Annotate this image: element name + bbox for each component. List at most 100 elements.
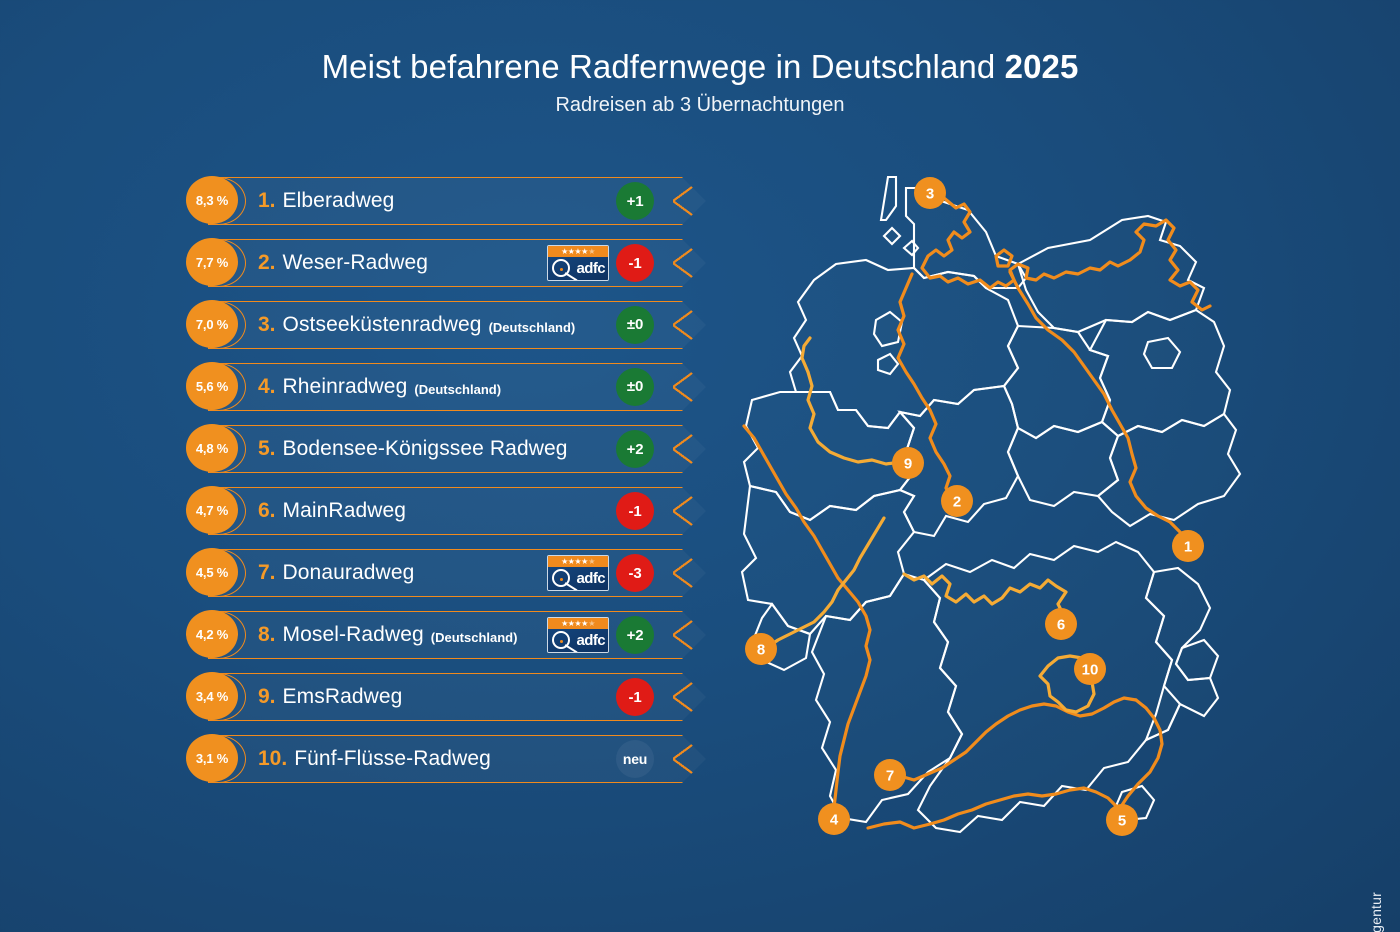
- percent-badge: 3,4 %: [186, 672, 248, 722]
- row-right-cluster: ±0: [616, 363, 654, 411]
- percent-badge: 4,5 %: [186, 548, 248, 598]
- map-marker[interactable]: 1: [1172, 530, 1204, 562]
- ranking-row[interactable]: 5,6 % 4. Rheinradweg (Deutschland) ±0: [186, 362, 706, 411]
- ranking-row[interactable]: 3,1 % 10. Fünf-Flüsse-Radweg neu: [186, 734, 706, 783]
- route-label: 8. Mosel-Radweg (Deutschland): [258, 611, 517, 659]
- page-subtitle: Radreisen ab 3 Übernachtungen: [555, 93, 845, 116]
- route-name: Elberadweg: [282, 189, 395, 212]
- adfc-stars-dim: ★: [588, 556, 595, 566]
- ranking-row[interactable]: 7,7 % 2. Weser-Radweg ★★★★ ★ adfc -1: [186, 238, 706, 288]
- page-header: Meist befahrene Radfernwege in Deutschla…: [0, 48, 1400, 117]
- rank-number: 1.: [258, 189, 276, 212]
- ranking-row[interactable]: 4,7 % 6. MainRadweg -1: [186, 486, 706, 536]
- magnifier-icon: [552, 569, 570, 587]
- map-marker-circle: [892, 447, 924, 479]
- route-name: MainRadweg: [282, 499, 407, 522]
- route-country-suffix: (Deutschland): [488, 319, 576, 335]
- ranking-row[interactable]: 8,3 % 1. Elberadweg +1: [186, 176, 706, 226]
- percent-badge: 7,7 %: [186, 238, 248, 288]
- rank-change-badge: neu: [616, 740, 654, 778]
- percent-badge: 8,3 %: [186, 176, 248, 226]
- percent-value: 4,5 %: [186, 548, 238, 596]
- percent-value: 4,8 %: [186, 424, 238, 472]
- map-marker[interactable]: 8: [745, 633, 777, 665]
- adfc-quality-logo-icon: ★★★★ ★ adfc: [547, 245, 609, 281]
- map-marker-circle: [818, 803, 850, 835]
- percent-value: 4,7 %: [186, 486, 238, 534]
- rank-number: 5.: [258, 437, 276, 460]
- route-label: 6. MainRadweg: [258, 487, 406, 535]
- map-marker-label: 5: [1118, 813, 1126, 830]
- percent-value: 4,2 %: [186, 610, 238, 658]
- route-label: 4. Rheinradweg (Deutschland): [258, 363, 501, 411]
- rank-change-badge: -1: [616, 244, 654, 282]
- magnifier-handle-icon: [564, 272, 578, 280]
- ranking-row[interactable]: 4,2 % 8. Mosel-Radweg (Deutschland) ★★★★ ★ adf…: [186, 610, 706, 659]
- map-marker[interactable]: 6: [1045, 608, 1077, 640]
- adfc-stars: ★★★★ ★: [548, 246, 608, 257]
- magnifier-icon: [552, 259, 570, 277]
- rank-change-badge: ±0: [616, 306, 654, 344]
- rank-number: 3.: [258, 313, 276, 336]
- percent-value: 5,6 %: [186, 362, 238, 410]
- ranking-row[interactable]: 4,8 % 5. Bodensee-Königssee Radweg +2: [186, 424, 706, 473]
- map-marker-label: 3: [926, 186, 934, 203]
- route-name: Ostseeküstenradweg: [282, 313, 482, 336]
- route-label: 9. EmsRadweg: [258, 673, 402, 721]
- adfc-wordmark: adfc: [576, 632, 606, 649]
- route-country-suffix: (Deutschland): [430, 629, 518, 645]
- percent-value: 7,0 %: [186, 300, 238, 348]
- row-right-cluster: -1: [616, 673, 654, 721]
- rank-change-badge: +2: [616, 616, 654, 654]
- rank-change-value: ±0: [626, 316, 644, 334]
- rank-change-value: ±0: [626, 378, 644, 396]
- rank-change-badge: +1: [616, 182, 654, 220]
- map-marker-label: 6: [1057, 617, 1065, 634]
- percent-badge: 4,7 %: [186, 486, 248, 536]
- route-country-suffix: (Deutschland): [414, 381, 502, 397]
- ranking-row[interactable]: 4,5 % 7. Donauradweg ★★★★ ★ adfc -3: [186, 548, 706, 598]
- route-label: 7. Donauradweg: [258, 549, 414, 597]
- ranking-row[interactable]: 7,0 % 3. Ostseeküstenradweg (Deutschland) ±0: [186, 300, 706, 350]
- percent-value: 8,3 %: [186, 176, 238, 224]
- route-name: Weser-Radweg: [282, 251, 429, 274]
- route-label: 3. Ostseeküstenradweg (Deutschland): [258, 301, 575, 349]
- rank-number: 6.: [258, 499, 276, 522]
- copyright-credit: ©ADFC/april agentur: [1368, 892, 1384, 932]
- route-name: Fünf-Flüsse-Radweg: [294, 747, 491, 770]
- rank-change-badge: ±0: [616, 368, 654, 406]
- magnifier-handle-icon: [564, 582, 578, 590]
- map-marker[interactable]: 10: [1074, 653, 1106, 685]
- route-name: Donauradweg: [282, 561, 415, 584]
- map-marker[interactable]: 7: [874, 759, 906, 791]
- route-name: Mosel-Radweg: [282, 623, 424, 646]
- map-marker[interactable]: 3: [914, 177, 946, 209]
- adfc-stars: ★★★★ ★: [548, 618, 608, 629]
- map-marker-circle: [1074, 653, 1106, 685]
- cycle-routes: [742, 194, 1212, 830]
- map-marker[interactable]: 4: [818, 803, 850, 835]
- rank-number: 8.: [258, 623, 276, 646]
- rank-number: 10.: [258, 747, 288, 770]
- rank-number: 2.: [258, 251, 276, 274]
- adfc-wordmark: adfc: [576, 570, 606, 587]
- row-right-cluster: neu: [616, 735, 654, 783]
- map-marker-circle: [1045, 608, 1077, 640]
- map-marker[interactable]: 5: [1106, 804, 1138, 836]
- map-marker[interactable]: 2: [941, 485, 973, 517]
- state-borders: [740, 175, 1242, 834]
- row-right-cluster: +2: [616, 425, 654, 473]
- rank-change-badge: -1: [616, 492, 654, 530]
- adfc-stars: ★★★★ ★: [548, 556, 608, 567]
- map-markers: 1 2 3 4 5 6 7 8 9 10: [745, 177, 1204, 836]
- route-label: 2. Weser-Radweg: [258, 239, 428, 287]
- map-marker[interactable]: 9: [892, 447, 924, 479]
- map-marker-label: 4: [830, 812, 839, 829]
- map-marker-circle: [941, 485, 973, 517]
- percent-badge: 7,0 %: [186, 300, 248, 350]
- map-marker-label: 9: [904, 456, 912, 473]
- ranking-row[interactable]: 3,4 % 9. EmsRadweg -1: [186, 672, 706, 722]
- ranking-list: 8,3 % 1. Elberadweg +1 7,7 % 2. Weser-Radweg ★★…: [186, 176, 706, 797]
- route-name: Rheinradweg: [282, 375, 408, 398]
- row-right-cluster: ★★★★ ★ adfc -3: [547, 549, 654, 597]
